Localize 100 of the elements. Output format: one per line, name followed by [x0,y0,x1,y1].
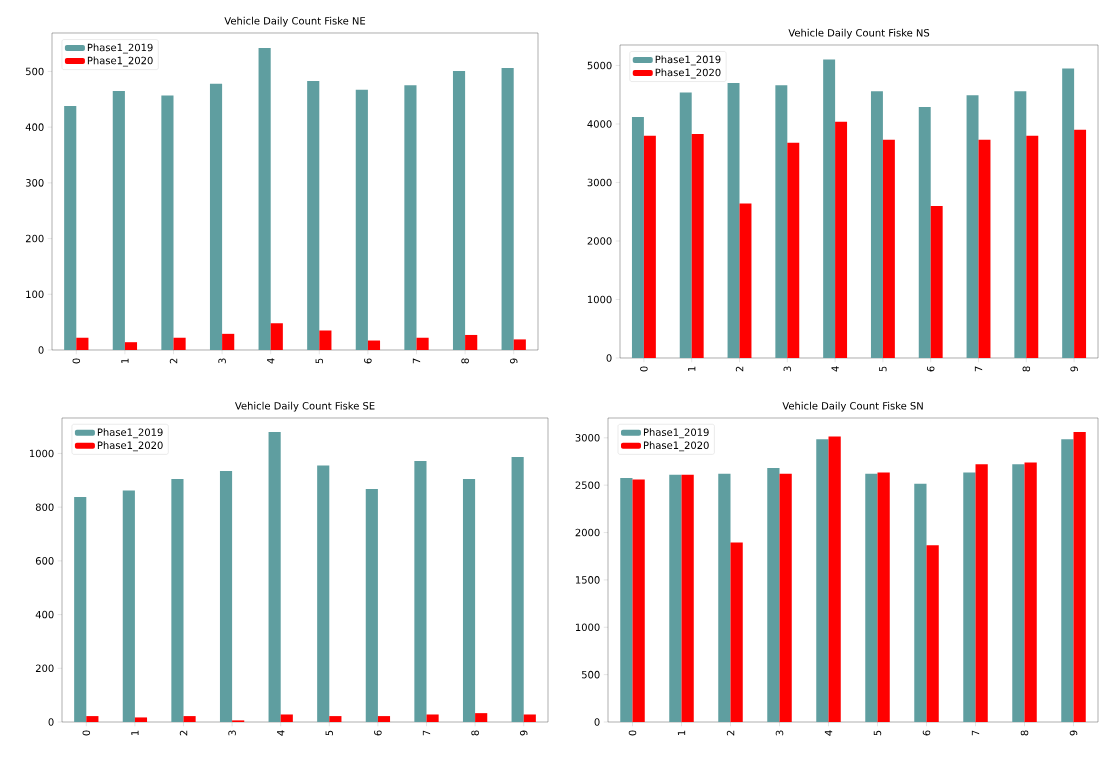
bar [679,92,692,358]
bar [86,716,99,722]
x-tick-label: 2 [735,366,744,372]
bar [691,133,704,358]
bar [966,95,979,358]
bar [414,460,427,722]
bar [865,473,878,722]
y-tick-label: 500 [25,67,44,76]
bar [355,89,368,350]
bar [727,83,740,358]
x-tick-label: 4 [824,730,833,736]
bar [775,85,788,358]
x-tick-label: 9 [1070,366,1078,372]
x-tick-label: 9 [519,730,528,736]
bar [1061,439,1074,722]
y-tick-label: 2000 [587,237,612,245]
chart-title: Vehicle Daily Count Fiske SE [234,401,375,412]
bar [882,139,895,358]
x-tick-label: 0 [72,358,81,364]
bar [452,70,466,350]
bar [416,337,429,350]
x-tick-label: 0 [628,730,637,736]
bar [918,107,931,358]
bar [64,105,77,350]
bar [779,473,792,722]
x-tick-label: 7 [971,730,980,736]
bar [222,333,235,350]
bar [620,478,633,722]
bar [739,203,752,358]
bar [319,330,332,350]
x-tick-label: 5 [325,730,334,736]
bar [209,83,223,350]
bar [643,135,656,358]
x-tick-label: 5 [315,358,324,364]
y-tick-label: 400 [35,610,54,619]
bar [1062,68,1075,358]
chart-title: Vehicle Daily Count Fiske NE [224,16,366,27]
bar [823,59,836,358]
x-tick-label: 4 [267,358,275,364]
y-tick-label: 300 [25,179,44,187]
bar [870,91,883,358]
y-tick-label: 200 [35,664,54,673]
x-tick-label: 3 [228,730,236,736]
bar [280,714,293,722]
x-tick-label: 9 [1069,730,1078,736]
bar [523,714,536,722]
y-tick-label: 1000 [29,449,54,458]
y-tick-label: 5000 [587,61,612,70]
x-tick-label: 2 [179,730,188,736]
y-tick-label: 0 [594,718,600,726]
x-tick-label: 6 [922,730,931,736]
bar [173,337,186,350]
bar [816,439,829,722]
bar [914,483,927,722]
bar [1026,135,1039,358]
y-tick-label: 400 [25,123,44,131]
bar [367,340,381,350]
bar [171,478,184,722]
bar [730,542,743,722]
bar [122,490,135,722]
y-tick-label: 0 [48,718,54,726]
x-tick-label: 6 [926,366,935,372]
x-tick-label: 7 [412,358,421,364]
bar [76,337,89,350]
bar [1073,432,1086,722]
bar [978,139,991,358]
legend-label: Phase1_2020 [655,68,721,79]
y-tick-label: 3000 [587,178,612,187]
x-tick-label: 1 [131,730,139,736]
x-tick-label: 8 [471,730,479,736]
x-tick-label: 8 [1022,366,1031,372]
bar [787,142,800,358]
x-tick-label: 3 [783,366,792,372]
x-tick-label: 0 [640,366,648,372]
y-tick-label: 0 [38,346,44,354]
bar [669,474,682,722]
bar [317,465,330,722]
y-tick-label: 4000 [587,120,612,128]
x-tick-label: 5 [879,366,887,372]
y-tick-label: 200 [25,234,44,243]
bar [632,479,645,722]
x-tick-label: 3 [775,730,784,736]
y-tick-label: 3000 [575,434,600,442]
bar [183,716,196,722]
y-tick-label: 1000 [575,623,600,632]
bar [268,431,281,722]
bar [975,464,988,722]
chart-title: Vehicle Daily Count Fiske SN [782,401,923,412]
bar [930,205,943,358]
x-tick-label: 9 [509,358,518,364]
bar [1074,129,1087,358]
bar [631,116,644,358]
y-tick-label: 2000 [575,528,600,537]
bar [963,472,976,722]
x-tick-label: 7 [422,730,431,736]
bar [426,714,439,722]
legend-label: Phase1_2020 [87,56,153,67]
x-tick-label: 6 [374,730,382,736]
bar [365,488,378,722]
x-tick-label: 0 [82,730,91,736]
